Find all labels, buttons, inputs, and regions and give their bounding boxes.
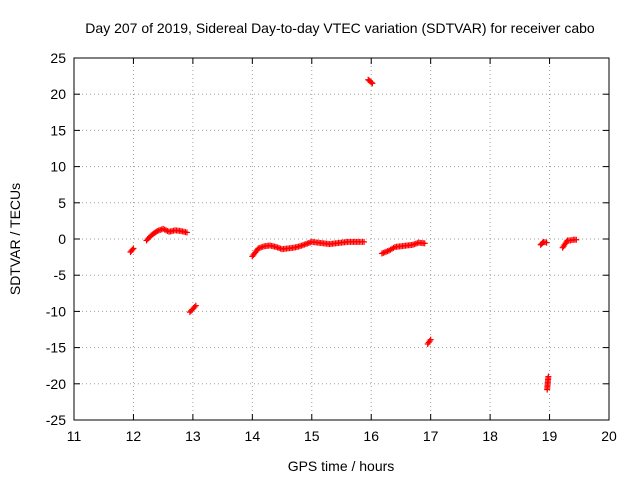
data-point: [130, 245, 137, 252]
data-point: [421, 240, 428, 247]
data-point: [545, 373, 552, 380]
x-tick-label: 18: [482, 428, 498, 444]
x-tick-label: 11: [67, 428, 82, 444]
data-point: [369, 80, 376, 87]
data-point: [573, 236, 580, 243]
data-point: [129, 246, 136, 253]
data-point: [163, 227, 170, 234]
y-axis-label: SDTVAR / TECUs: [7, 183, 23, 295]
chart-title: Day 207 of 2019, Sidereal Day-to-day VTE…: [85, 20, 595, 36]
data-point: [543, 239, 550, 246]
x-tick-label: 13: [185, 428, 201, 444]
plot-frame: [73, 57, 610, 421]
data-point: [183, 229, 190, 236]
x-tick-label: 20: [601, 428, 617, 444]
data-point: [192, 302, 199, 309]
y-tick-label: 20: [50, 86, 66, 102]
y-tick-label: -20: [46, 376, 66, 392]
data-points: [127, 76, 580, 393]
x-tick-labels: 11 12 13 14 15 16 17 18 19 20: [67, 428, 617, 444]
x-tick-label: 12: [126, 428, 142, 444]
y-tick-label: 25: [50, 50, 66, 66]
data-point: [368, 79, 375, 86]
y-tick-label: -15: [46, 340, 66, 356]
y-tick-label: 5: [58, 195, 66, 211]
data-point: [427, 336, 434, 343]
x-tick-label: 15: [304, 428, 320, 444]
y-tick-label: 10: [50, 159, 66, 175]
x-tick-label: 17: [423, 428, 439, 444]
x-tick-label: 14: [245, 428, 261, 444]
y-tick-labels: -25 -20 -15 -10 -5 0 5 10 15 20 25: [46, 50, 66, 428]
y-tick-label: 0: [58, 231, 66, 247]
data-point: [361, 238, 368, 245]
data-point: [191, 303, 198, 310]
grid-lines: [74, 58, 609, 420]
x-tick-label: 16: [363, 428, 379, 444]
x-tick-label: 19: [542, 428, 558, 444]
x-axis-label: GPS time / hours: [288, 458, 395, 474]
y-tick-label: -5: [54, 267, 67, 283]
y-tick-label: 15: [50, 122, 66, 138]
y-tick-label: -25: [46, 412, 66, 428]
y-tick-label: -10: [46, 303, 66, 319]
